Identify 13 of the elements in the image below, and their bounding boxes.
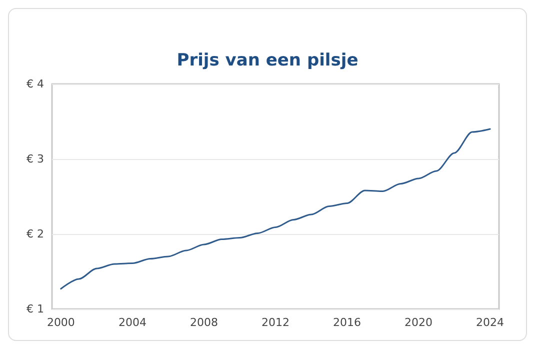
x-tick-label: 2020 [404, 316, 433, 329]
x-tick-label: 2008 [190, 316, 218, 329]
y-tick-label: € 2 [26, 228, 44, 240]
y-tick-label: € 1 [26, 302, 44, 316]
x-tick-label: 2004 [118, 316, 146, 329]
x-tick-label: 2000 [46, 316, 75, 329]
line-series [60, 128, 491, 290]
y-tick-label: € 4 [26, 78, 44, 90]
x-tick-label: 2024 [476, 316, 504, 329]
y-tick-label: € 3 [26, 152, 44, 166]
x-tick-label: 2016 [333, 316, 362, 329]
x-tick-label: 2012 [262, 316, 290, 329]
chart-title: Prijs van een pilsje [176, 50, 358, 70]
